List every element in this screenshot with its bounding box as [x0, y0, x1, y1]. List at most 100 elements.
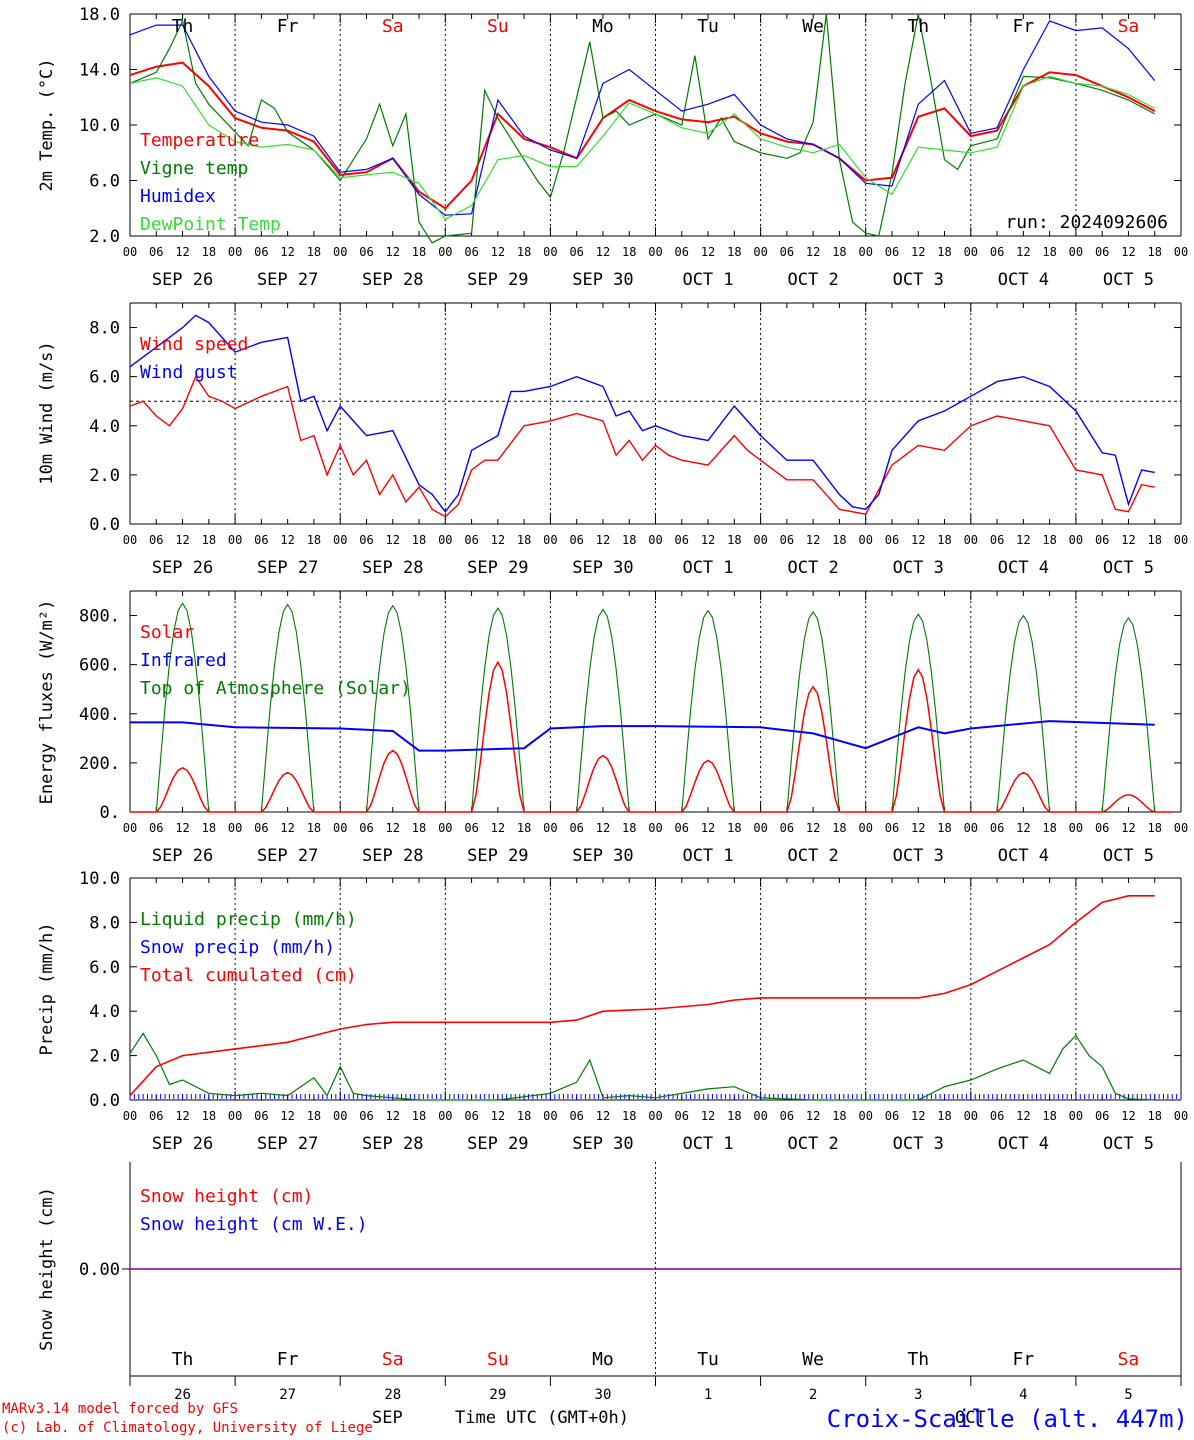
- x-tick-label: 00: [1174, 245, 1188, 259]
- x-tick-label: 18: [1042, 533, 1056, 547]
- x-tick-label: 00: [753, 1109, 767, 1123]
- date-label: OCT 3: [893, 846, 944, 866]
- weekday-label: Tu: [697, 1349, 719, 1370]
- x-tick-label: 06: [675, 1109, 689, 1123]
- day-number-label: 2: [809, 1387, 817, 1403]
- x-tick-label: 12: [386, 821, 400, 835]
- x-tick-label: 00: [333, 821, 347, 835]
- x-tick-label: 18: [832, 821, 846, 835]
- date-label: OCT 2: [788, 1134, 839, 1154]
- series-line-cumulated: [129, 894, 1155, 1097]
- run-annotation: run: 2024092606: [1005, 212, 1168, 233]
- x-tick-label: 18: [622, 821, 636, 835]
- x-tick-label: 12: [701, 1109, 715, 1123]
- x-tick-label: 00: [333, 245, 347, 259]
- x-tick-label: 00: [123, 245, 137, 259]
- x-tick-label: 00: [753, 533, 767, 547]
- x-tick-label: 00: [333, 533, 347, 547]
- panel-wind: 00 06 12 18 00 06 12 18 00 06 12 18 00 06 12 18 00 06 12 18…: [37, 302, 1188, 578]
- x-tick-label: 00: [1174, 533, 1188, 547]
- x-tick-label: 18: [622, 245, 636, 259]
- x-tick-label: 00: [964, 245, 978, 259]
- x-tick-label: 00: [228, 533, 242, 547]
- weekday-label: Su: [487, 16, 509, 37]
- x-tick-label: 18: [1042, 1109, 1056, 1123]
- x-tick-label: 12: [386, 533, 400, 547]
- y-axis-label: 10m Wind (m/s): [37, 341, 57, 484]
- x-tick-label: 12: [1121, 821, 1135, 835]
- x-tick-label: 06: [359, 821, 373, 835]
- x-tick-label: 18: [622, 1109, 636, 1123]
- weekday-label: Fr: [1013, 16, 1035, 37]
- x-tick-label: 12: [175, 533, 189, 547]
- legend-entry: Vigne temp: [140, 158, 248, 179]
- x-tick-label: 00: [438, 245, 452, 259]
- x-tick-label: 00: [648, 821, 662, 835]
- footer-credit-model: MARv3.14 model forced by GFS: [2, 1401, 238, 1417]
- date-label: SEP 30: [572, 1134, 633, 1154]
- x-tick-label: 00: [438, 821, 452, 835]
- x-tick-label: 06: [885, 245, 899, 259]
- x-tick-label: 06: [675, 821, 689, 835]
- weekday-label: Th: [172, 16, 194, 37]
- y-axis-label: 2m Temp. (°C): [37, 58, 57, 191]
- panel-precip: 00 06 12 18 00 06 12 18 00 06 12 18 00 06 12 18 00 06 12 18…: [37, 869, 1188, 1154]
- date-label: OCT 4: [998, 846, 1049, 866]
- x-tick-label: 00: [964, 821, 978, 835]
- x-tick-label: 06: [675, 533, 689, 547]
- date-label: OCT 1: [682, 846, 733, 866]
- x-tick-label: 12: [806, 533, 820, 547]
- x-tick-label: 18: [517, 533, 531, 547]
- y-tick-label: 14.0: [79, 61, 120, 81]
- legend-entry: Humidex: [140, 186, 216, 207]
- x-tick-label: 06: [464, 533, 478, 547]
- x-tick-label: 06: [1095, 245, 1109, 259]
- x-tick-label: 06: [149, 533, 163, 547]
- date-label: SEP 28: [362, 846, 423, 866]
- series-line-infrared: [130, 720, 1155, 752]
- date-label: SEP 26: [152, 846, 213, 866]
- x-tick-label: 06: [990, 1109, 1004, 1123]
- x-tick-label: 06: [885, 1109, 899, 1123]
- weekday-label: Th: [172, 1349, 194, 1370]
- x-tick-label: 12: [1121, 245, 1135, 259]
- legend-entry: Solar: [140, 622, 194, 643]
- x-tick-label: 18: [307, 821, 321, 835]
- legend-entry: Snow height (cm W.E.): [140, 1214, 368, 1235]
- date-label: OCT 4: [998, 558, 1049, 578]
- y-tick-label: 0.0: [89, 1091, 120, 1111]
- x-tick-label: 00: [543, 821, 557, 835]
- x-tick-label: 06: [464, 245, 478, 259]
- x-tick-label: 06: [464, 1109, 478, 1123]
- date-label: SEP 27: [257, 558, 318, 578]
- series-line-solar: [130, 660, 1173, 813]
- x-tick-label: 12: [1121, 533, 1135, 547]
- x-tick-label: 12: [911, 533, 925, 547]
- x-tick-label: 18: [937, 821, 951, 835]
- legend-entry: DewPoint Temp: [140, 214, 281, 235]
- x-tick-label: 06: [149, 821, 163, 835]
- x-tick-label: 12: [386, 1109, 400, 1123]
- footer-credit-lab: (c) Lab. of Climatology, University of L…: [2, 1420, 373, 1436]
- x-tick-label: 12: [596, 245, 610, 259]
- weekday-label: Th: [907, 16, 929, 37]
- x-tick-label: 00: [543, 245, 557, 259]
- x-tick-label: 06: [569, 821, 583, 835]
- date-label: OCT 5: [1103, 270, 1154, 290]
- footer-month-label-oct: OCT: [955, 1408, 986, 1428]
- x-tick-label: 00: [123, 533, 137, 547]
- x-tick-label: 12: [1016, 245, 1030, 259]
- day-number-label: 27: [279, 1387, 296, 1403]
- legend-entry: Infrared: [140, 650, 227, 671]
- y-axis-label: Energy fluxes (W/m²): [37, 600, 57, 805]
- y-tick-label: 0.: [100, 803, 120, 823]
- date-label: OCT 2: [788, 558, 839, 578]
- x-tick-label: 12: [911, 821, 925, 835]
- x-tick-label: 12: [701, 821, 715, 835]
- x-tick-label: 06: [1095, 533, 1109, 547]
- y-tick-label: 200.: [79, 754, 120, 774]
- legend-entry: Liquid precip (mm/h): [140, 909, 357, 930]
- date-label: OCT 1: [682, 558, 733, 578]
- y-tick-label: 10.0: [79, 869, 120, 889]
